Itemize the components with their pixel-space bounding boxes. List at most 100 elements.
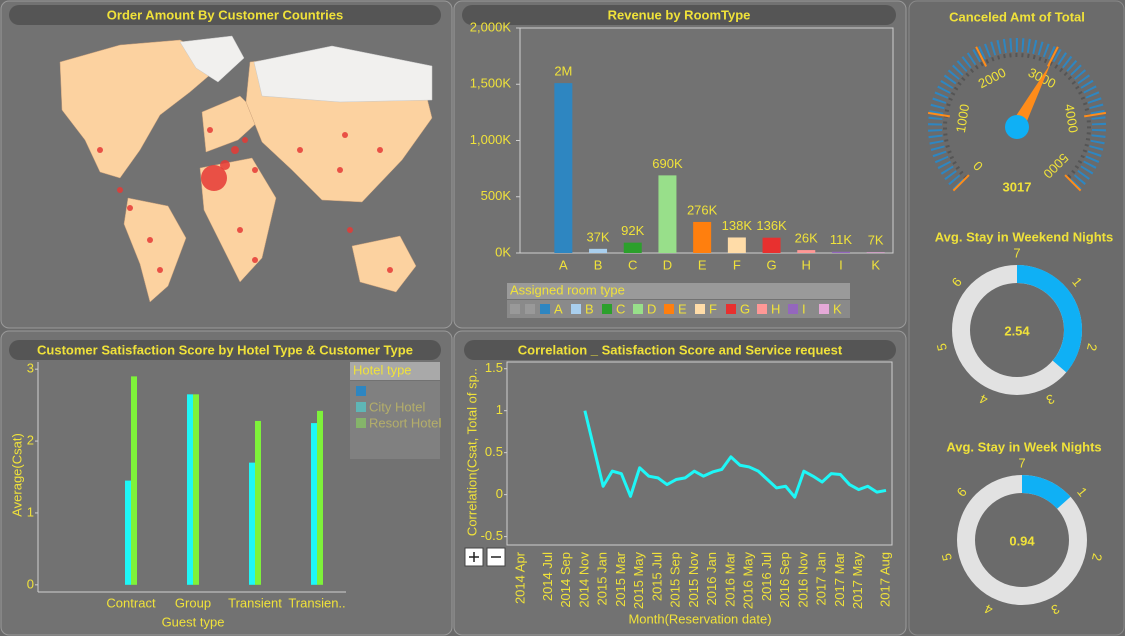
chart-title: Order Amount By Customer Countries bbox=[107, 7, 343, 22]
data-label: 136K bbox=[756, 218, 787, 233]
data-label: 2M bbox=[554, 64, 572, 79]
map-dot bbox=[252, 167, 258, 173]
map-dot bbox=[337, 167, 343, 173]
chart-title: Revenue by RoomType bbox=[608, 7, 751, 22]
gauge-tick-label: 4000 bbox=[1062, 103, 1081, 134]
map-dot bbox=[252, 257, 258, 263]
legend-header bbox=[507, 283, 850, 299]
y-tick-label: 1,500K bbox=[470, 76, 512, 91]
map-dot bbox=[387, 267, 393, 273]
data-label: 7K bbox=[868, 233, 884, 248]
x-tick-label: 2014 Sep bbox=[558, 552, 573, 608]
legend-label: A bbox=[554, 301, 563, 316]
legend-swatch bbox=[525, 304, 535, 314]
plot-frame bbox=[506, 361, 893, 546]
gauge-tick bbox=[1084, 111, 1107, 118]
map-dot bbox=[207, 127, 213, 133]
bar bbox=[866, 252, 885, 253]
land bbox=[201, 95, 263, 153]
x-tick-label: 2017 May bbox=[850, 552, 865, 610]
land bbox=[253, 45, 433, 103]
bar bbox=[623, 242, 642, 253]
bar bbox=[255, 420, 261, 585]
legend-swatch bbox=[726, 304, 736, 314]
gauge-tick-label: 1000 bbox=[953, 103, 972, 134]
legend-swatch bbox=[571, 304, 581, 314]
bar bbox=[125, 480, 131, 585]
y-tick-label: 1,000K bbox=[470, 132, 512, 147]
map-dot bbox=[377, 147, 383, 153]
y-tick-label: 500K bbox=[481, 188, 512, 203]
map-dot bbox=[347, 227, 353, 233]
x-tick-label: 2016 Mar bbox=[722, 551, 737, 607]
x-tick-label: 2015 Nov bbox=[686, 552, 701, 608]
y-tick-label: -0.5 bbox=[481, 528, 503, 543]
x-axis-title: Month(Reservation date) bbox=[628, 611, 771, 626]
legend-title: Hotel type bbox=[353, 362, 412, 377]
legend-swatch bbox=[633, 304, 643, 314]
gauge-tick bbox=[975, 46, 988, 67]
map-dot bbox=[237, 227, 243, 233]
x-tick-label: 2016 Sep bbox=[777, 552, 792, 608]
x-tick-label: 2017 Aug bbox=[877, 552, 892, 607]
legend-swatch bbox=[510, 304, 520, 314]
x-axis-title: Guest type bbox=[162, 614, 225, 629]
y-axis-title: Average(Csat) bbox=[9, 433, 24, 517]
x-tick-label: A bbox=[559, 257, 568, 272]
bar bbox=[589, 248, 608, 253]
bar bbox=[311, 423, 317, 585]
donut-tick-label: 2 bbox=[1084, 342, 1100, 352]
x-tick-label: G bbox=[766, 257, 776, 272]
y-tick-label: 1 bbox=[496, 402, 503, 417]
bar bbox=[831, 251, 850, 253]
y-tick-label: 0 bbox=[496, 486, 503, 501]
gauge-tick bbox=[952, 174, 970, 192]
x-tick-label: I bbox=[839, 257, 843, 272]
x-tick-label: 2015 May bbox=[631, 552, 646, 610]
y-tick-label: 0 bbox=[27, 576, 34, 591]
donut-tick-label: 2 bbox=[1089, 552, 1105, 562]
bar bbox=[249, 462, 255, 585]
x-tick-label: 2014 Jul bbox=[540, 552, 555, 601]
land bbox=[59, 39, 226, 179]
legend-swatch bbox=[757, 304, 767, 314]
bar bbox=[131, 376, 137, 585]
legend-label: I bbox=[802, 301, 806, 316]
data-label: 11K bbox=[830, 232, 852, 247]
legend-swatch bbox=[664, 304, 674, 314]
donut-tick-label: 5 bbox=[934, 342, 950, 352]
bar bbox=[762, 237, 781, 253]
donut-tick-label: 7 bbox=[1013, 245, 1020, 260]
legend-label: K bbox=[833, 301, 842, 316]
world-map bbox=[59, 35, 433, 303]
x-tick-label: 2015 Sep bbox=[668, 552, 683, 608]
gauge-scale bbox=[928, 38, 1106, 190]
x-tick-label: C bbox=[628, 257, 637, 272]
bar bbox=[727, 237, 746, 253]
legend-label: D bbox=[647, 301, 656, 316]
legend-swatch bbox=[356, 386, 366, 396]
legend-label: B bbox=[585, 301, 594, 316]
gauge-tick bbox=[1064, 174, 1082, 192]
map-dot bbox=[201, 165, 227, 191]
gauge-scale-inner bbox=[943, 53, 1091, 180]
x-tick-label: 2016 May bbox=[741, 552, 756, 610]
map-dot bbox=[127, 205, 133, 211]
bar bbox=[658, 175, 677, 253]
x-tick-label: 2015 Jul bbox=[649, 552, 664, 601]
gauge-hub bbox=[1005, 115, 1029, 139]
x-tick-label: 2016 Nov bbox=[795, 552, 810, 608]
map-dot bbox=[157, 267, 163, 273]
donut-value: 0.94 bbox=[1009, 533, 1035, 548]
panel bbox=[0, 330, 453, 636]
y-tick-label: 1 bbox=[27, 504, 34, 519]
donut-arc bbox=[1016, 265, 1082, 373]
chart-title: Customer Satisfaction Score by Hotel Typ… bbox=[37, 342, 413, 357]
data-label: 37K bbox=[586, 229, 609, 244]
data-label: 138K bbox=[722, 218, 753, 233]
x-tick-label: 2014 Nov bbox=[576, 552, 591, 608]
map-dot bbox=[342, 132, 348, 138]
gauge-tick bbox=[927, 111, 950, 118]
title-pill bbox=[9, 340, 441, 360]
x-tick-label: 2015 Mar bbox=[613, 551, 628, 607]
